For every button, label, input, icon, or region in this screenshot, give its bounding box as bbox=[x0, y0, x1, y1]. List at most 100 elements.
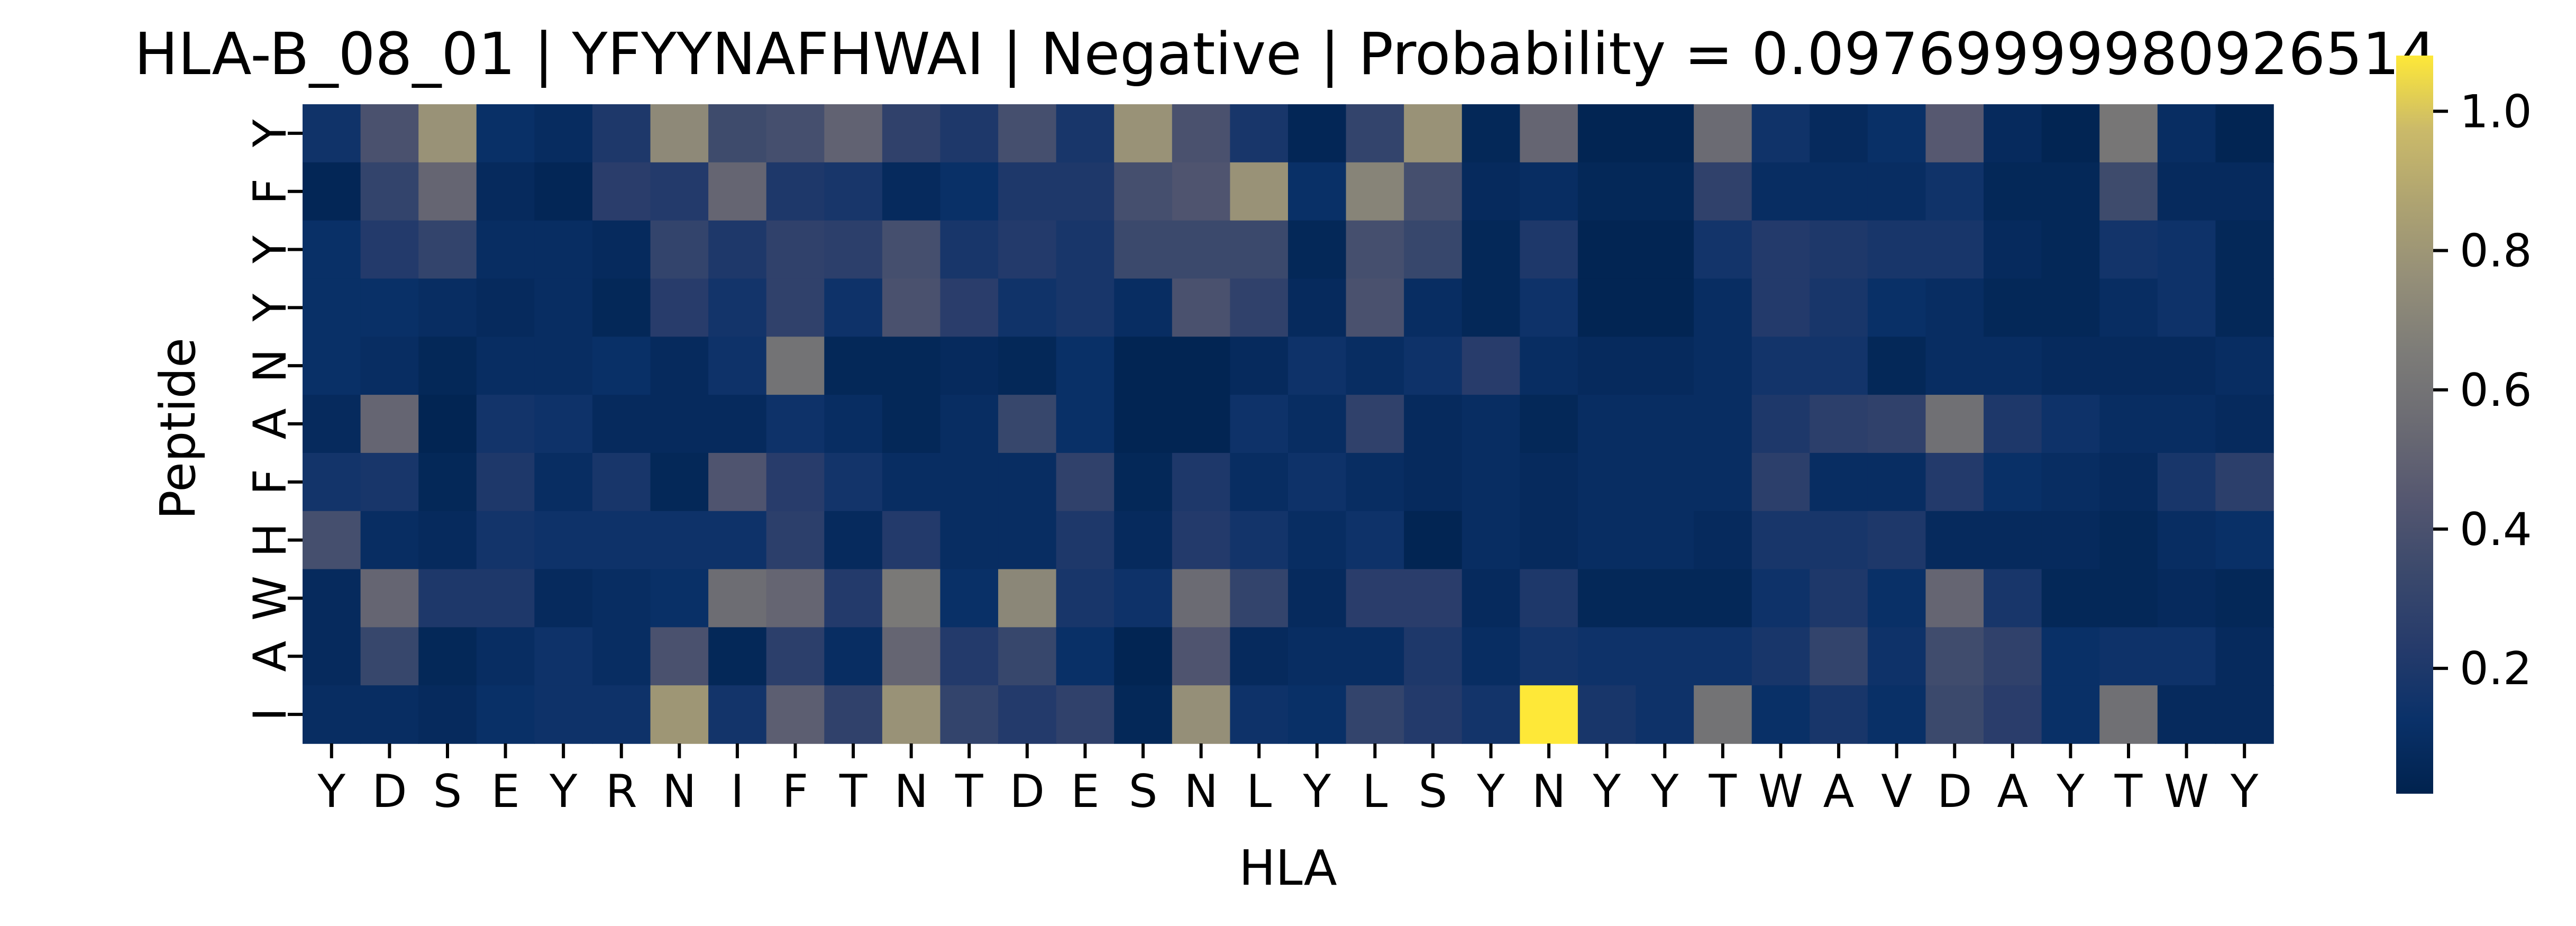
heatmap-cell bbox=[1751, 104, 1811, 163]
x-tick-label: Y bbox=[1650, 765, 1679, 818]
heatmap-cell bbox=[1056, 627, 1115, 686]
x-tick-label: L bbox=[1246, 765, 1272, 818]
heatmap-cell bbox=[418, 685, 477, 744]
heatmap-cell bbox=[1520, 685, 1578, 744]
heatmap-cell bbox=[650, 452, 709, 512]
heatmap-cell bbox=[1751, 452, 1811, 512]
heatmap-cell bbox=[940, 627, 999, 686]
heatmap-cell bbox=[1694, 511, 1752, 570]
x-tick-label: N bbox=[1532, 765, 1566, 818]
heatmap-cell bbox=[1636, 337, 1694, 395]
heatmap-cell bbox=[1114, 685, 1173, 744]
heatmap-cell bbox=[1925, 569, 1984, 628]
x-tick-label: D bbox=[1010, 765, 1045, 818]
heatmap-cell bbox=[766, 278, 825, 338]
heatmap-cell bbox=[534, 627, 593, 686]
heatmap-cell bbox=[2041, 452, 2100, 512]
heatmap-cell bbox=[2215, 104, 2274, 163]
heatmap-cell bbox=[1404, 104, 1463, 163]
heatmap-cell bbox=[650, 162, 709, 221]
heatmap-cell bbox=[2041, 337, 2100, 395]
heatmap-cell bbox=[1636, 627, 1694, 686]
heatmap-cell bbox=[1172, 220, 1231, 279]
heatmap-cell bbox=[1230, 220, 1289, 279]
heatmap-cell bbox=[708, 337, 767, 395]
heatmap-cell bbox=[476, 569, 535, 628]
heatmap-cell bbox=[2157, 337, 2216, 395]
heatmap-cell bbox=[1056, 104, 1115, 163]
heatmap-cell bbox=[476, 162, 535, 221]
heatmap-cell bbox=[2157, 104, 2216, 163]
heatmap-cell bbox=[1346, 511, 1404, 570]
y-axis-ticks: YFYYNAFHWAI bbox=[244, 119, 303, 721]
heatmap-cell bbox=[1925, 452, 1984, 512]
chart-title: HLA-B_08_01 | YFYYNAFHWAI | Negative | P… bbox=[134, 20, 2436, 88]
heatmap-cell bbox=[418, 337, 477, 395]
heatmap-cell bbox=[824, 685, 883, 744]
heatmap-cell bbox=[1810, 452, 1868, 512]
heatmap-cell bbox=[1461, 162, 1521, 221]
heatmap-cell bbox=[303, 104, 361, 163]
heatmap-cell bbox=[1404, 569, 1463, 628]
heatmap-cell bbox=[1984, 278, 2042, 338]
heatmap-cell bbox=[766, 627, 825, 686]
heatmap-cell bbox=[2099, 220, 2158, 279]
heatmap-cell bbox=[1636, 162, 1694, 221]
heatmap-cell bbox=[650, 511, 709, 570]
heatmap-cell bbox=[1636, 569, 1694, 628]
heatmap-cell bbox=[1172, 511, 1231, 570]
heatmap-cell bbox=[476, 220, 535, 279]
heatmap-cell bbox=[534, 452, 593, 512]
heatmap-cell bbox=[2157, 685, 2216, 744]
heatmap-cell bbox=[650, 220, 709, 279]
heatmap-cell bbox=[418, 627, 477, 686]
heatmap-cell bbox=[766, 511, 825, 570]
heatmap-cell bbox=[1230, 104, 1289, 163]
heatmap-cell bbox=[1230, 511, 1289, 570]
colorbar-tick-label: 0.2 bbox=[2460, 642, 2532, 695]
heatmap-cell bbox=[2099, 569, 2158, 628]
heatmap-cell bbox=[1636, 220, 1694, 279]
heatmap-cell bbox=[766, 569, 825, 628]
heatmap-cell bbox=[2157, 452, 2216, 512]
x-tick-label: R bbox=[606, 765, 637, 818]
heatmap-cell bbox=[940, 220, 999, 279]
heatmap-cell bbox=[1114, 511, 1173, 570]
x-tick-label: D bbox=[1937, 765, 1972, 818]
heatmap-cell bbox=[998, 278, 1057, 338]
heatmap-cell bbox=[1925, 685, 1984, 744]
heatmap-cell bbox=[1577, 569, 1637, 628]
heatmap-cell bbox=[1867, 162, 1926, 221]
heatmap-cell bbox=[1056, 337, 1115, 395]
heatmap-cell bbox=[2099, 162, 2158, 221]
heatmap-cell bbox=[360, 511, 419, 570]
heatmap-cell bbox=[1810, 395, 1868, 453]
heatmap-cell bbox=[1810, 685, 1868, 744]
heatmap-cell bbox=[534, 569, 593, 628]
heatmap-cell bbox=[1114, 162, 1173, 221]
heatmap-cell bbox=[303, 627, 361, 686]
heatmap-cell bbox=[360, 220, 419, 279]
heatmap-cell bbox=[2099, 627, 2158, 686]
heatmap-cell bbox=[1694, 278, 1752, 338]
heatmap-cell bbox=[2099, 104, 2158, 163]
heatmap-cell bbox=[1867, 452, 1926, 512]
heatmap-cell bbox=[1114, 569, 1173, 628]
heatmap-cell bbox=[824, 511, 883, 570]
heatmap-cell bbox=[1172, 104, 1231, 163]
heatmap-cell bbox=[882, 395, 941, 453]
x-tick-label: T bbox=[839, 765, 867, 818]
x-tick-label: V bbox=[1881, 765, 1912, 818]
heatmap-cell bbox=[2157, 278, 2216, 338]
heatmap-cell bbox=[940, 395, 999, 453]
heatmap-cell bbox=[1984, 220, 2042, 279]
x-tick-label: Y bbox=[1592, 765, 1621, 818]
heatmap-cell bbox=[998, 395, 1057, 453]
heatmap-cell bbox=[1867, 337, 1926, 395]
y-tick-label: A bbox=[244, 408, 297, 439]
heatmap-cell bbox=[882, 627, 941, 686]
heatmap-cell bbox=[1230, 337, 1289, 395]
heatmap-cell bbox=[360, 162, 419, 221]
heatmap-cell bbox=[1404, 452, 1463, 512]
heatmap-cell bbox=[1346, 220, 1404, 279]
